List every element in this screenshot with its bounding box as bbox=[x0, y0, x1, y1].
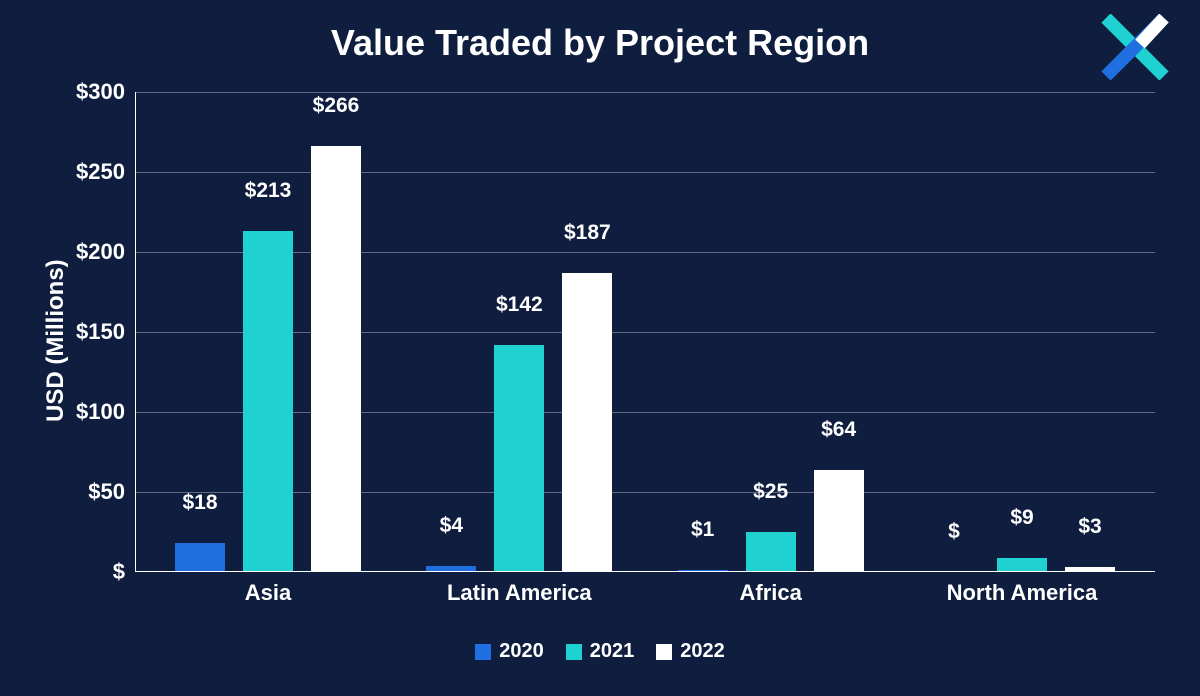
legend-item: 2022 bbox=[656, 640, 725, 663]
bar bbox=[997, 558, 1047, 572]
y-tick-label: $200 bbox=[76, 239, 125, 265]
x-tick-label: Asia bbox=[245, 580, 291, 606]
bar-value-label: $142 bbox=[496, 293, 543, 317]
gridline bbox=[135, 172, 1155, 173]
bar bbox=[243, 231, 293, 572]
y-tick-label: $50 bbox=[88, 479, 125, 505]
bar bbox=[175, 543, 225, 572]
bar-value-label: $18 bbox=[182, 491, 217, 515]
bar bbox=[311, 146, 361, 572]
brand-logo-icon bbox=[1100, 14, 1170, 80]
bar-value-label: $213 bbox=[245, 179, 292, 203]
y-tick-label: $300 bbox=[76, 79, 125, 105]
legend-label: 2021 bbox=[590, 640, 635, 663]
legend-swatch bbox=[566, 644, 582, 660]
bar-value-label: $1 bbox=[691, 518, 714, 542]
y-tick-label: $250 bbox=[76, 159, 125, 185]
y-axis-title: USD (Millions) bbox=[42, 259, 70, 422]
bar-value-label: $ bbox=[948, 520, 960, 544]
x-axis-line bbox=[135, 571, 1155, 572]
bar-value-label: $4 bbox=[440, 514, 463, 538]
bar bbox=[494, 345, 544, 572]
gridline bbox=[135, 92, 1155, 93]
bar bbox=[562, 273, 612, 572]
chart-title: Value Traded by Project Region bbox=[0, 22, 1200, 64]
legend: 2020 2021 2022 bbox=[0, 640, 1200, 663]
bar-value-label: $64 bbox=[821, 418, 856, 442]
legend-swatch bbox=[475, 644, 491, 660]
x-tick-label: Latin America bbox=[447, 580, 592, 606]
bar-value-label: $266 bbox=[313, 94, 360, 118]
bar-value-label: $187 bbox=[564, 221, 611, 245]
y-tick-label: $100 bbox=[76, 399, 125, 425]
bar-value-label: $9 bbox=[1010, 506, 1033, 530]
bar bbox=[814, 470, 864, 572]
legend-swatch bbox=[656, 644, 672, 660]
bar-value-label: $25 bbox=[753, 480, 788, 504]
bar-value-label: $3 bbox=[1078, 515, 1101, 539]
legend-label: 2022 bbox=[680, 640, 725, 663]
legend-label: 2020 bbox=[499, 640, 544, 663]
x-tick-label: Africa bbox=[739, 580, 801, 606]
legend-item: 2021 bbox=[566, 640, 635, 663]
legend-item: 2020 bbox=[475, 640, 544, 663]
x-tick-label: North America bbox=[947, 580, 1098, 606]
y-tick-label: $ bbox=[113, 559, 125, 585]
plot-area: $18 $213 $266 $4 $142 $187 $1 $25 $64 $ $9 $3 bbox=[135, 92, 1155, 572]
bar bbox=[746, 532, 796, 572]
y-tick-label: $150 bbox=[76, 319, 125, 345]
